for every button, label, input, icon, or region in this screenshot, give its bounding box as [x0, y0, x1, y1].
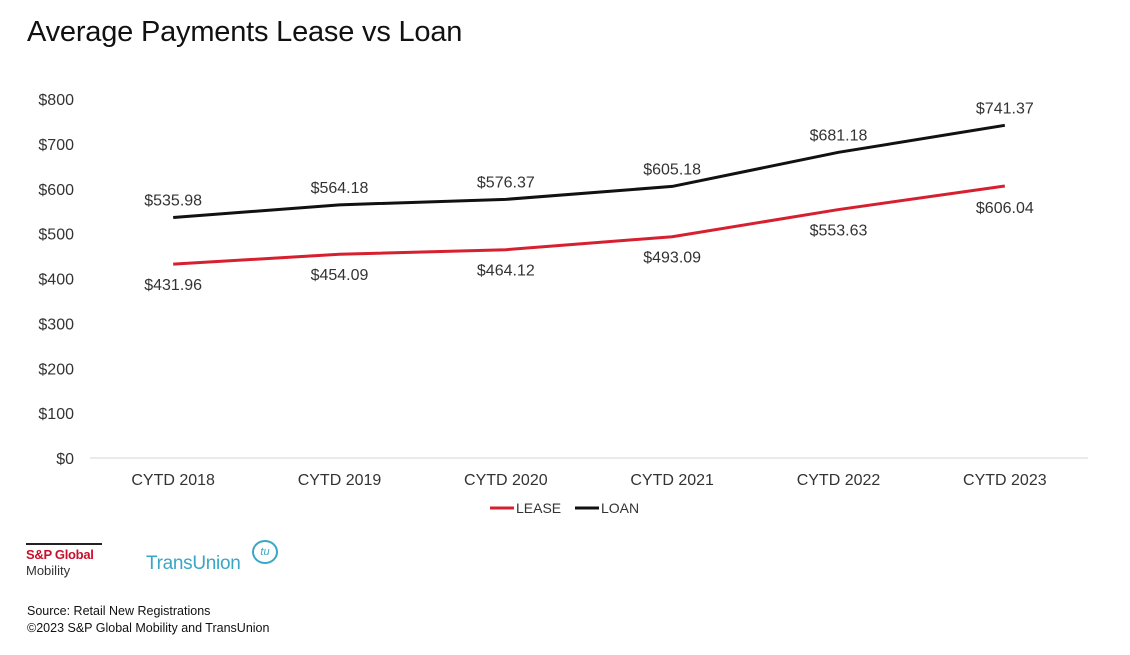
x-tick-label: CYTD 2023 — [963, 472, 1047, 489]
logo-bar — [26, 543, 102, 545]
footer: Source: Retail New Registrations ©2023 S… — [27, 603, 269, 637]
transunion-logo: TransUnion tu — [146, 540, 286, 576]
data-label: $576.37 — [477, 174, 535, 191]
data-label: $681.18 — [810, 127, 868, 144]
transunion-logo-name: TransUnion — [146, 553, 241, 574]
y-tick-label: $0 — [56, 451, 74, 468]
x-tick-label: CYTD 2022 — [797, 472, 881, 489]
copyright-note: ©2023 S&P Global Mobility and TransUnion — [27, 621, 270, 635]
y-tick-label: $600 — [38, 182, 74, 199]
y-tick-label: $200 — [38, 361, 74, 378]
data-label: $741.37 — [976, 100, 1034, 117]
data-label: $535.98 — [144, 192, 202, 209]
data-label: $553.63 — [810, 223, 868, 240]
series-line-loan — [173, 123, 1006, 219]
sp-global-logo-name: S&P Global — [26, 547, 94, 562]
legend-label: LEASE — [516, 500, 561, 516]
transunion-mark-icon: tu — [252, 540, 278, 564]
y-tick-label: $500 — [38, 227, 74, 244]
data-label: $454.09 — [311, 267, 369, 284]
source-note: Source: Retail New Registrations — [27, 604, 211, 618]
y-tick-label: $700 — [38, 137, 74, 154]
x-tick-label: CYTD 2018 — [131, 472, 215, 489]
data-label: $431.96 — [144, 277, 202, 294]
data-label: $606.04 — [976, 200, 1034, 217]
y-tick-label: $100 — [38, 406, 74, 423]
series-line-lease — [173, 184, 1006, 266]
x-tick-label: CYTD 2021 — [630, 472, 714, 489]
legend-label: LOAN — [601, 500, 639, 516]
y-tick-label: $800 — [38, 92, 74, 109]
line-chart: $0 $100 $200 $300 $400 $500 $600 $700 $800 CYTD 2… — [38, 92, 1088, 516]
data-label: $605.18 — [643, 161, 701, 178]
y-tick-label: $400 — [38, 272, 74, 289]
sp-global-logo-sub: Mobility — [26, 563, 71, 578]
x-tick-label: CYTD 2020 — [464, 472, 548, 489]
data-label: $464.12 — [477, 263, 535, 280]
sp-global-mobility-logo: S&P Global Mobility — [26, 543, 106, 578]
x-tick-label: CYTD 2019 — [298, 472, 382, 489]
chart-title: Average Payments Lease vs Loan — [27, 16, 463, 48]
y-tick-label: $300 — [38, 316, 74, 333]
data-label: $493.09 — [643, 250, 701, 267]
data-label: $564.18 — [311, 180, 369, 197]
